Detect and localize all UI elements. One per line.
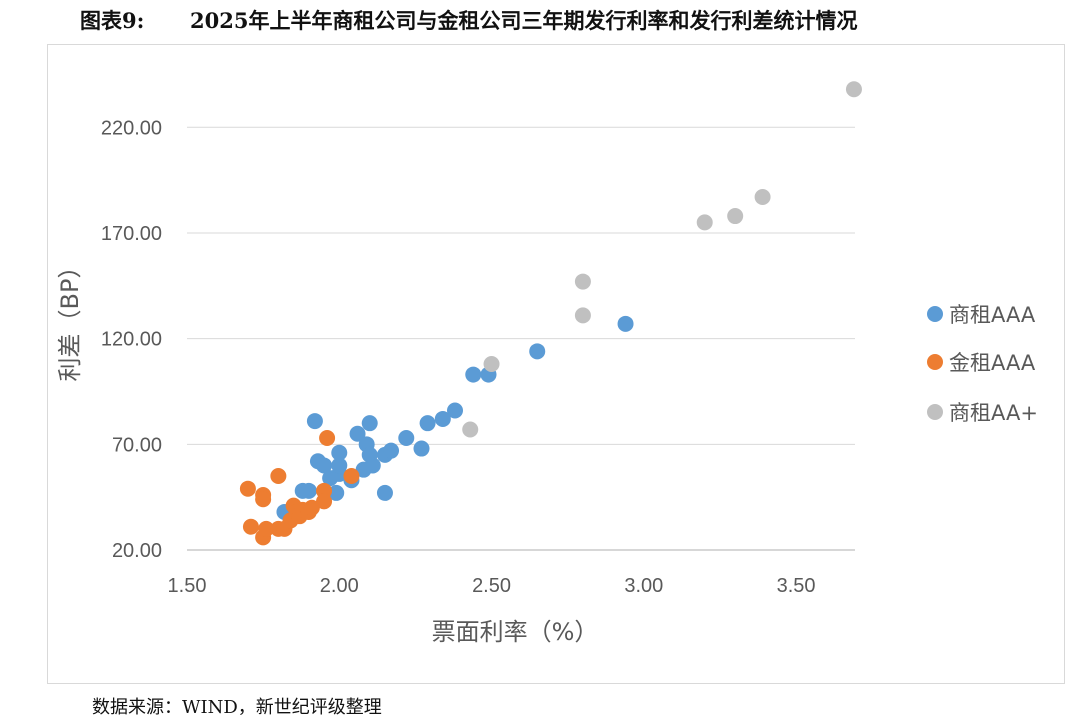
y-tick-label: 20.00 — [112, 540, 162, 562]
data-point-2 — [319, 429, 336, 446]
data-point-3 — [462, 421, 479, 438]
data-point-1 — [434, 410, 451, 427]
legend-label: 金租AAA — [949, 351, 1036, 375]
data-point-2 — [239, 480, 256, 497]
data-point-2 — [242, 518, 259, 535]
data-point-3 — [574, 307, 591, 324]
legend-marker — [927, 306, 943, 322]
data-point-2 — [316, 493, 333, 510]
data-point-2 — [255, 491, 272, 508]
x-tick-label: 3.00 — [624, 575, 663, 597]
figure-title-bar: 图表9: 2025年上半年商租公司与金租公司三年期发行利率和发行利差统计情况 — [0, 0, 1080, 40]
data-point-1 — [300, 482, 317, 499]
data-point-1 — [413, 440, 430, 457]
data-point-3 — [696, 214, 713, 231]
data-point-3 — [483, 356, 500, 372]
data-point-3 — [574, 273, 591, 290]
y-tick-label: 170.00 — [101, 223, 162, 245]
data-source-note: 数据来源：WIND，新世纪评级整理 — [92, 697, 382, 718]
data-point-1 — [349, 425, 366, 442]
data-point-1 — [328, 484, 345, 501]
data-point-1 — [316, 457, 333, 474]
y-tick-label: 70.00 — [112, 434, 162, 456]
x-tick-label: 2.50 — [472, 575, 511, 597]
data-point-3 — [727, 208, 744, 225]
data-point-1 — [617, 315, 634, 332]
data-point-1 — [529, 343, 546, 360]
data-point-2 — [270, 468, 287, 485]
data-point-1 — [361, 415, 378, 432]
figure-title: 2025年上半年商租公司与金租公司三年期发行利率和发行利差统计情况 — [190, 8, 858, 33]
data-point-1 — [364, 457, 381, 474]
data-point-2 — [303, 499, 320, 516]
data-point-1 — [398, 429, 415, 446]
chart-frame — [47, 44, 1065, 684]
data-point-2 — [343, 468, 360, 485]
y-axis-title: 利差（BP） — [56, 255, 84, 382]
x-tick-label: 1.50 — [168, 575, 207, 597]
x-axis-title: 票面利率（%） — [432, 618, 599, 646]
figure-number: 图表9: — [80, 8, 145, 33]
y-tick-label: 120.00 — [101, 329, 162, 351]
legend-marker — [927, 354, 943, 370]
data-point-1 — [447, 402, 463, 419]
data-point-1 — [419, 415, 436, 432]
legend-label: 商租AAA — [949, 303, 1036, 327]
data-point-3 — [845, 81, 862, 98]
legend-marker — [927, 404, 943, 420]
x-tick-label: 2.00 — [320, 575, 359, 597]
data-point-1 — [306, 413, 323, 430]
data-point-1 — [376, 484, 393, 501]
y-tick-label: 220.00 — [101, 117, 162, 139]
data-point-3 — [754, 189, 771, 206]
data-point-1 — [465, 366, 482, 383]
legend-label: 商租AA+ — [949, 401, 1038, 425]
data-point-2 — [258, 520, 275, 537]
x-tick-label: 3.50 — [777, 575, 816, 597]
data-point-1 — [331, 457, 348, 474]
data-point-1 — [383, 442, 400, 459]
data-point-1 — [331, 444, 348, 461]
